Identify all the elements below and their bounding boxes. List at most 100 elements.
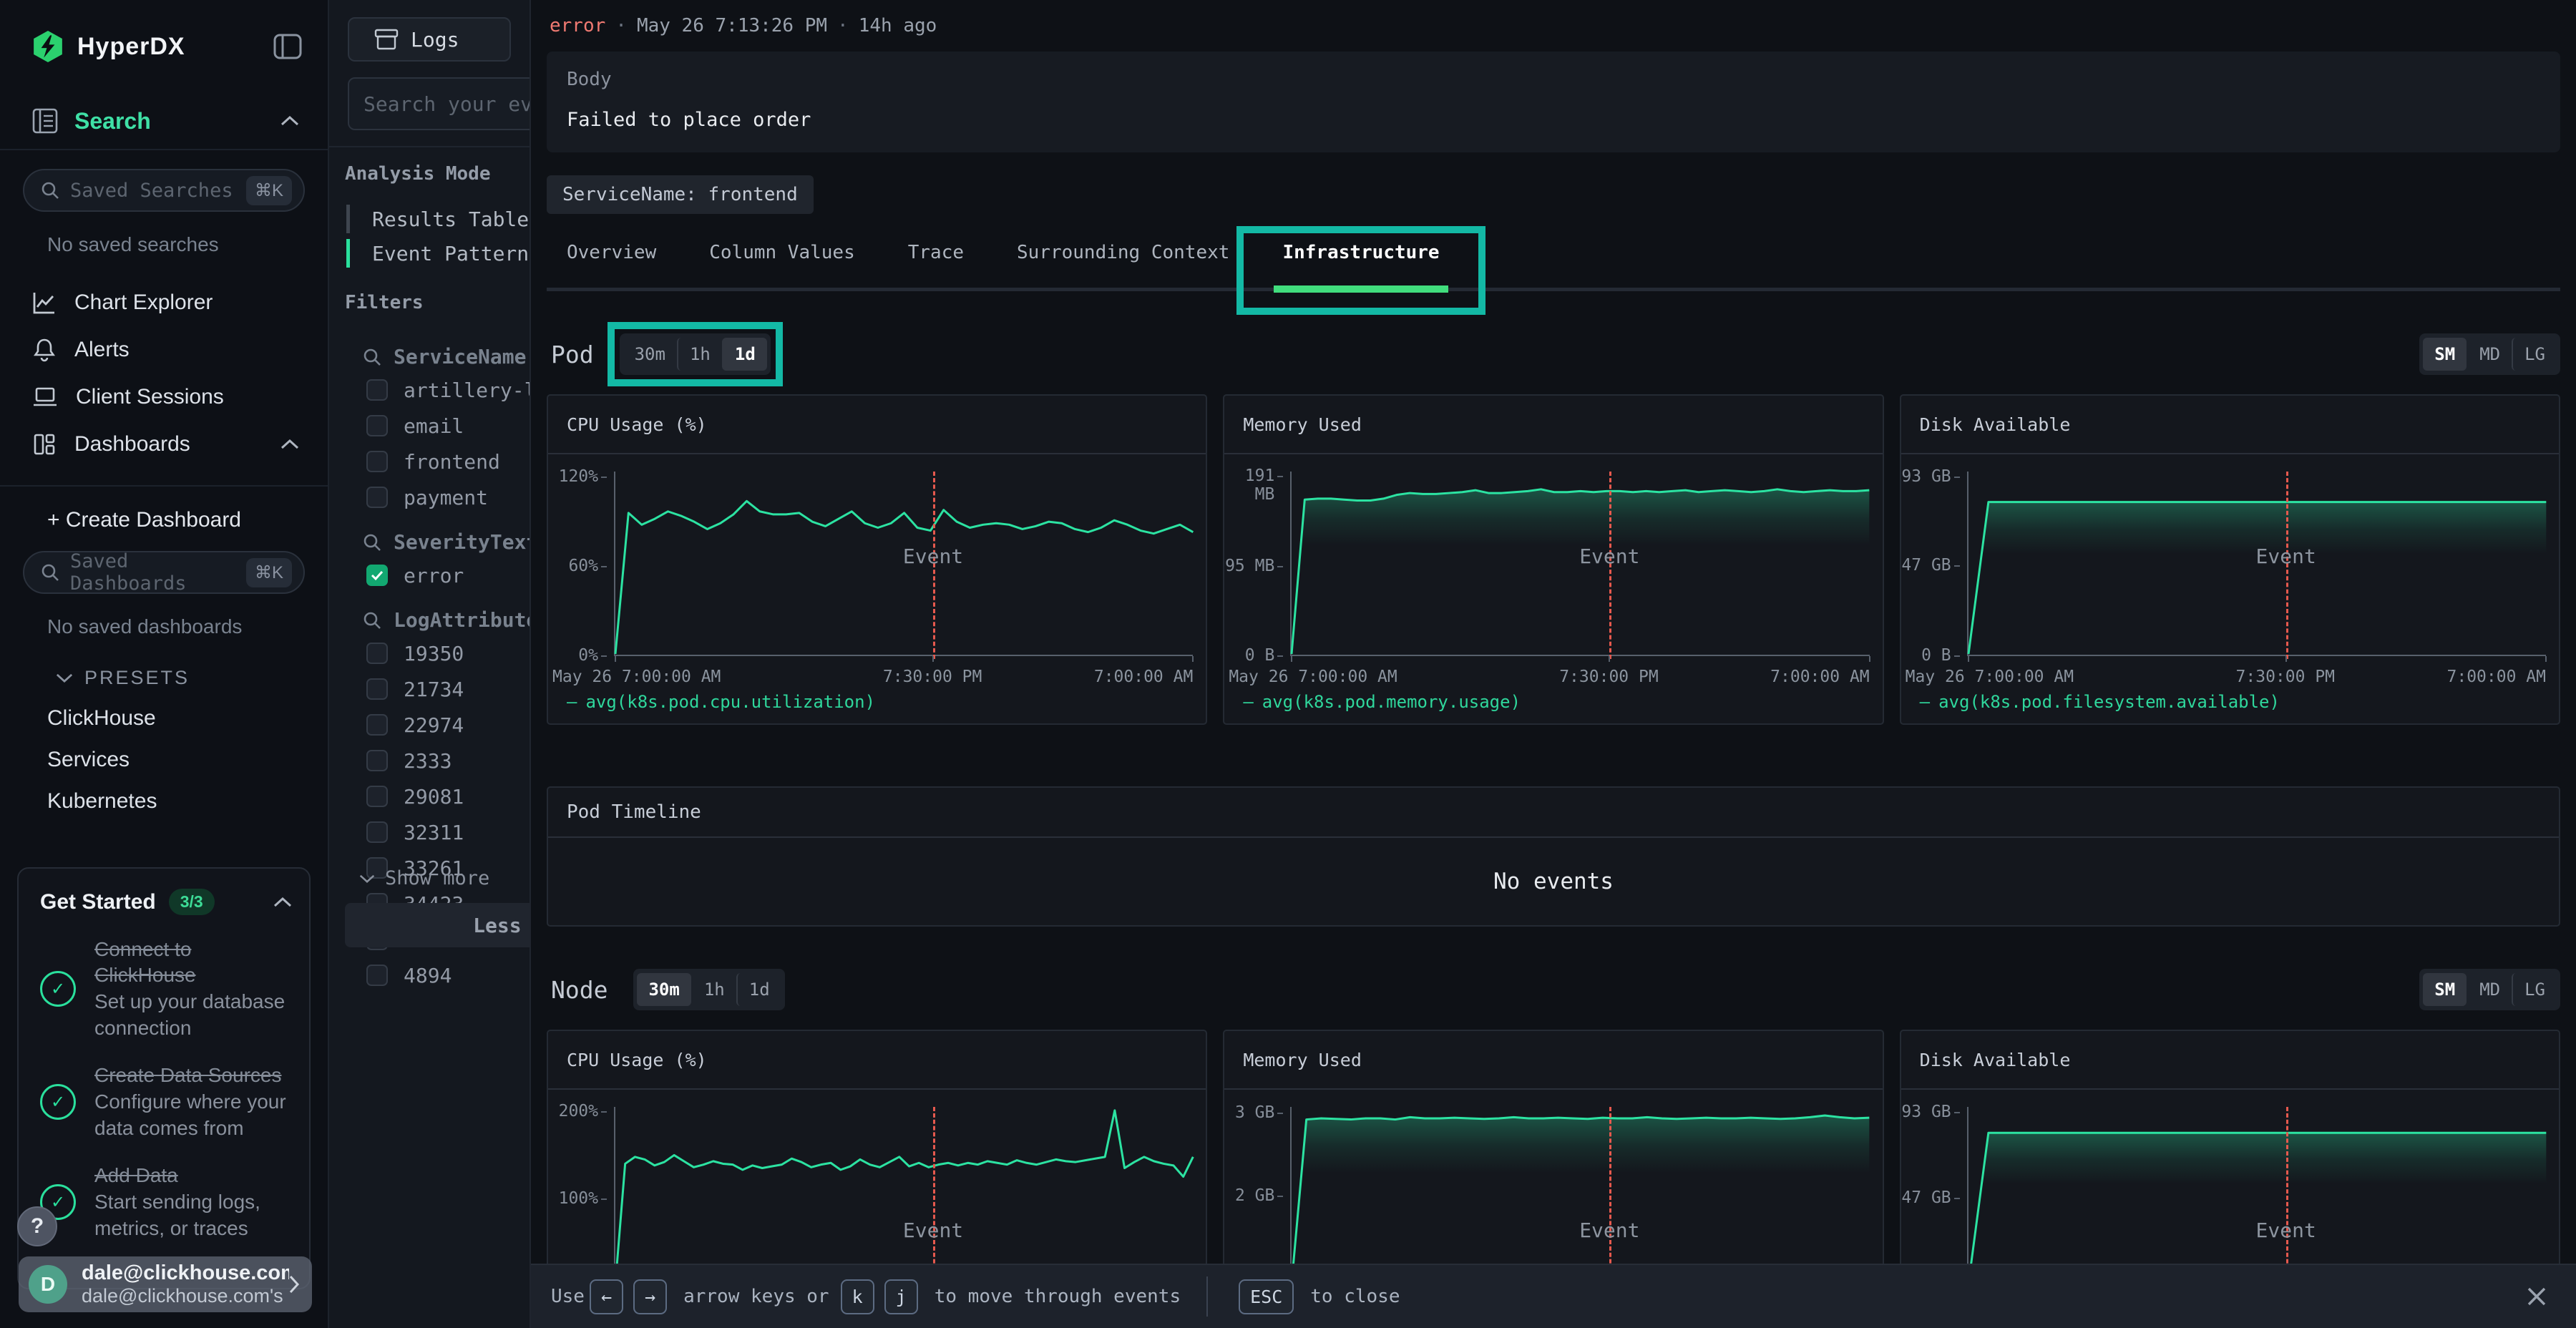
checkbox[interactable]: [366, 487, 388, 508]
filter-option-payment[interactable]: payment: [351, 483, 594, 512]
close-icon[interactable]: [2523, 1283, 2550, 1310]
filter-option-email[interactable]: email: [351, 411, 594, 440]
get-started-item[interactable]: ✓ Connect to ClickHouse Set up your data…: [40, 937, 292, 1041]
checkbox[interactable]: [366, 857, 388, 879]
create-dashboard-button[interactable]: + Create Dashboard: [47, 508, 241, 532]
x-tick-label: 7:00:00 AM: [1093, 668, 1194, 686]
node-size-sm[interactable]: SM: [2423, 973, 2467, 1006]
sidebar-item-search[interactable]: Search: [0, 93, 328, 149]
filter-option-32311[interactable]: 32311: [351, 818, 594, 846]
filter-option-4894[interactable]: 4894: [351, 961, 594, 990]
dashboards-icon: [31, 431, 57, 457]
checkbox[interactable]: [366, 965, 388, 986]
preset-kubernetes[interactable]: Kubernetes: [47, 789, 157, 813]
saved-searches-input[interactable]: Saved Searches ⌘K: [23, 169, 305, 212]
event-marker-line: [2285, 472, 2288, 659]
chart-plot-area[interactable]: Event: [1966, 472, 2547, 662]
filter-option-22974[interactable]: 22974: [351, 711, 594, 739]
node-range-1h[interactable]: 1h: [703, 980, 725, 1000]
pod-size-lg[interactable]: LG: [2512, 338, 2557, 371]
saved-dashboards-input[interactable]: Saved Dashboards ⌘K: [23, 550, 305, 595]
collapse-sidebar-icon[interactable]: [273, 34, 302, 59]
chart-explorer-icon: [31, 290, 57, 316]
chart-plot-area[interactable]: Event: [1290, 472, 1870, 662]
filter-option-21734[interactable]: 21734: [351, 675, 594, 703]
checkbox[interactable]: [366, 714, 388, 736]
checkbox[interactable]: [366, 786, 388, 807]
sidebar-item-alerts[interactable]: Alerts: [0, 326, 328, 374]
source-select[interactable]: Logs: [348, 17, 511, 62]
chart-legend: — avg(k8s.pod.filesystem.available): [1919, 692, 2280, 712]
event-relative-time: 14h ago: [858, 15, 937, 36]
divider: [329, 146, 594, 147]
pod-timeline-empty: No events: [1493, 869, 1614, 894]
saved-searches-placeholder: Saved Searches: [70, 179, 233, 202]
chart-plot-area[interactable]: Event: [614, 472, 1194, 662]
pod-size-md[interactable]: MD: [2479, 344, 2501, 364]
chart-legend: — avg(k8s.pod.cpu.utilization): [567, 692, 876, 712]
y-tick-label: 47 GB: [1901, 555, 1951, 575]
checkbox[interactable]: [366, 678, 388, 700]
filter-group-servicename[interactable]: ServiceName: [351, 345, 594, 368]
filter-option-2333[interactable]: 2333: [351, 746, 594, 775]
checkbox[interactable]: [366, 451, 388, 472]
get-started-item[interactable]: ✓ Create Data Sources Configure where yo…: [40, 1063, 292, 1141]
sidebar-item-client-sessions[interactable]: Client Sessions: [0, 374, 328, 421]
severity-badge: error: [550, 15, 606, 36]
presets-toggle[interactable]: PRESETS: [0, 643, 328, 689]
analysis-mode-list: Results Table Event Patterns: [346, 202, 594, 270]
checkbox[interactable]: [366, 821, 388, 843]
chevron-up-icon[interactable]: [273, 897, 292, 907]
preset-clickhouse[interactable]: ClickHouse: [47, 706, 156, 730]
event-marker-label: Event: [1579, 545, 1640, 569]
sidebar-item-dashboards[interactable]: Dashboards: [0, 421, 328, 468]
chart-title: CPU Usage (%): [548, 396, 1206, 454]
tab-surrounding-context[interactable]: Surrounding Context: [1017, 242, 1230, 263]
chart-plot-area[interactable]: Event: [1966, 1107, 2546, 1264]
mode-results-table[interactable]: Results Table: [346, 202, 594, 236]
x-tick-mark: [2285, 656, 2287, 662]
divider: [0, 149, 328, 150]
filter-option-19350[interactable]: 19350: [351, 639, 594, 668]
node-size-md[interactable]: MD: [2479, 980, 2501, 1000]
sidebar-item-chart-explorer[interactable]: Chart Explorer: [0, 279, 328, 326]
help-button[interactable]: ?: [17, 1206, 57, 1246]
chart-plot-area[interactable]: Event: [1290, 1107, 1869, 1264]
source-label: Logs: [411, 27, 459, 52]
pod-range-1h[interactable]: 1h: [676, 338, 722, 371]
checkbox[interactable]: [366, 415, 388, 436]
tab-infrastructure[interactable]: Infrastructure: [1236, 226, 1485, 315]
tab-column-values[interactable]: Column Values: [709, 242, 855, 263]
user-menu[interactable]: D dale@clickhouse.com dale@clickhouse.co…: [19, 1256, 312, 1312]
tab-overview[interactable]: Overview: [567, 242, 657, 263]
filter-option-33261[interactable]: 33261: [351, 854, 594, 882]
pod-memory-chart: Memory Used 191 MB 95 MB 0 B Event May 26 7…: [1223, 394, 1884, 725]
checked-checkbox[interactable]: [366, 565, 388, 586]
chart-body: Event: [1224, 1091, 1882, 1264]
detail-scroll-area[interactable]: error · May 26 7:13:26 PM · 14h ago Body…: [531, 0, 2576, 1264]
pod-range-30m[interactable]: 30m: [634, 344, 665, 364]
pod-size-sm[interactable]: SM: [2423, 338, 2467, 371]
preset-services[interactable]: Services: [47, 748, 130, 771]
checkbox[interactable]: [366, 643, 388, 664]
mode-event-patterns[interactable]: Event Patterns: [346, 236, 594, 270]
node-size-lg[interactable]: LG: [2512, 973, 2557, 1006]
pod-range-1d[interactable]: 1d: [721, 338, 767, 371]
get-started-item[interactable]: ✓ Add Data Start sending logs, metrics, …: [40, 1163, 292, 1241]
node-range-30m[interactable]: 30m: [637, 973, 691, 1006]
body-label: Body: [567, 69, 612, 90]
filter-option-frontend[interactable]: frontend: [351, 447, 594, 476]
chart-plot-area[interactable]: Event: [614, 1107, 1193, 1264]
checkbox[interactable]: [366, 379, 388, 401]
tab-trace[interactable]: Trace: [907, 242, 965, 263]
filter-option-29081[interactable]: 29081: [351, 782, 594, 811]
filter-group-logattributes[interactable]: LogAttributes: [351, 608, 594, 632]
x-tick-label: 7:30:00 PM: [2235, 668, 2336, 686]
service-name-tag[interactable]: ServiceName: frontend: [547, 175, 814, 214]
node-range-1d[interactable]: 1d: [736, 973, 781, 1006]
search-icon: [362, 532, 382, 552]
filter-option-error[interactable]: error: [351, 561, 594, 590]
checkbox[interactable]: [366, 750, 388, 771]
filter-group-severitytext[interactable]: SeverityText: [351, 530, 594, 554]
show-more-button[interactable]: Show more: [349, 867, 489, 889]
